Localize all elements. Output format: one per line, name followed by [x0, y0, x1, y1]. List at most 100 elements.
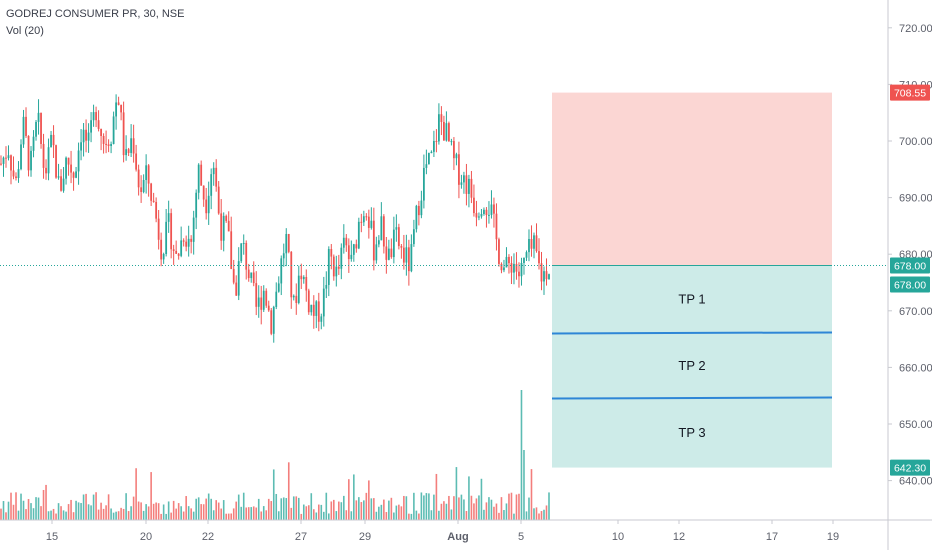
candle-body	[475, 213, 478, 218]
volume-bar	[150, 472, 152, 520]
candle-body	[62, 178, 65, 191]
candle-body	[272, 306, 275, 334]
volume-bar	[305, 506, 308, 520]
take-profit-zone	[552, 265, 832, 468]
candle-body	[315, 301, 318, 316]
volume-bar	[490, 499, 493, 520]
volume-bar	[443, 501, 445, 520]
volume-bar	[152, 503, 155, 520]
candle-body	[382, 216, 385, 247]
volume-bar	[468, 476, 470, 520]
volume-bar	[210, 498, 212, 520]
volume-bar	[478, 495, 480, 520]
candle-body	[370, 220, 373, 228]
candle-body	[488, 214, 490, 216]
volume-bar	[307, 505, 310, 520]
volume-bar	[403, 495, 405, 520]
volume-bar	[400, 506, 403, 520]
candle-body	[107, 144, 110, 146]
volume-bar	[343, 495, 345, 520]
volume-bar	[262, 506, 265, 520]
volume-bar	[197, 497, 200, 520]
candle-body	[177, 253, 180, 256]
candle-body	[160, 239, 163, 260]
entry-price-badge-bg	[890, 276, 930, 293]
candle-body	[225, 215, 228, 221]
volume-bar	[500, 497, 503, 520]
tp-label-1: TP 1	[678, 291, 705, 306]
volume-bar	[475, 498, 478, 520]
volume-bar	[35, 497, 37, 520]
volume-bar	[415, 510, 418, 520]
x-tick-label: Aug	[447, 531, 468, 543]
volume-bar	[378, 506, 380, 520]
volume-bar	[215, 500, 217, 520]
candle-body	[185, 241, 188, 247]
candle-body	[275, 291, 278, 307]
volume-bar	[135, 468, 137, 520]
y-tick-label: 690.00	[899, 193, 932, 205]
candle-body	[232, 268, 235, 283]
last-price-badge-bg	[890, 257, 930, 274]
volume-bar	[325, 492, 328, 520]
x-tick-label: 22	[202, 531, 214, 543]
volume-bar	[277, 511, 280, 520]
candle-body	[12, 170, 15, 177]
candle-body	[97, 120, 100, 129]
volume-bar	[543, 509, 545, 520]
candle-body	[495, 213, 498, 240]
volume-bar	[485, 502, 488, 520]
volume-bar	[523, 450, 525, 520]
y-tick-label: 640.00	[899, 476, 932, 488]
candle-body	[435, 140, 438, 142]
candle-body	[10, 155, 12, 171]
volume-bar	[428, 493, 430, 520]
volume-bar	[395, 505, 398, 520]
candle-body	[157, 218, 160, 240]
candle-body	[443, 121, 445, 141]
candle-body	[377, 240, 380, 245]
volume-bar	[353, 474, 355, 520]
candle-body	[127, 149, 130, 153]
stop-price-badge-text: 708.55	[894, 88, 926, 100]
volume-bar	[205, 498, 207, 520]
candle-body	[440, 114, 443, 122]
candle-body	[260, 297, 263, 310]
volume-bar	[518, 493, 520, 520]
volume-bar	[257, 498, 260, 520]
candle-body	[390, 248, 393, 258]
volume-bar	[260, 511, 263, 520]
volume-bar	[483, 509, 485, 520]
candle-body	[252, 272, 255, 284]
candle-body	[510, 263, 513, 273]
volume-bar	[470, 495, 473, 520]
stop-loss-zone	[552, 92, 832, 266]
position-zones	[552, 92, 832, 468]
volume-bar	[127, 511, 130, 520]
volume-bars	[0, 390, 550, 520]
volume-bar	[408, 513, 410, 520]
candle-body	[450, 141, 453, 143]
entry-price-badge-text: 678.00	[894, 280, 926, 292]
candle-body	[455, 154, 458, 159]
candle-body	[155, 201, 158, 219]
volume-bar	[282, 497, 285, 520]
volume-bar	[393, 512, 395, 520]
volume-bar	[338, 501, 340, 520]
volume-bar	[488, 497, 490, 520]
candle-body	[142, 179, 145, 193]
volume-bar	[320, 504, 323, 520]
candle-body	[498, 239, 500, 264]
candle-body	[530, 238, 533, 249]
candle-body	[120, 104, 123, 113]
candle-body	[187, 238, 190, 247]
volume-bar	[90, 505, 92, 520]
candle-body	[528, 238, 530, 253]
volume-bar	[240, 506, 243, 520]
volume-bar	[137, 501, 140, 520]
candle-body	[287, 233, 290, 252]
volume-bar	[510, 492, 513, 520]
candle-body	[0, 163, 2, 165]
volume-bar	[30, 503, 32, 520]
